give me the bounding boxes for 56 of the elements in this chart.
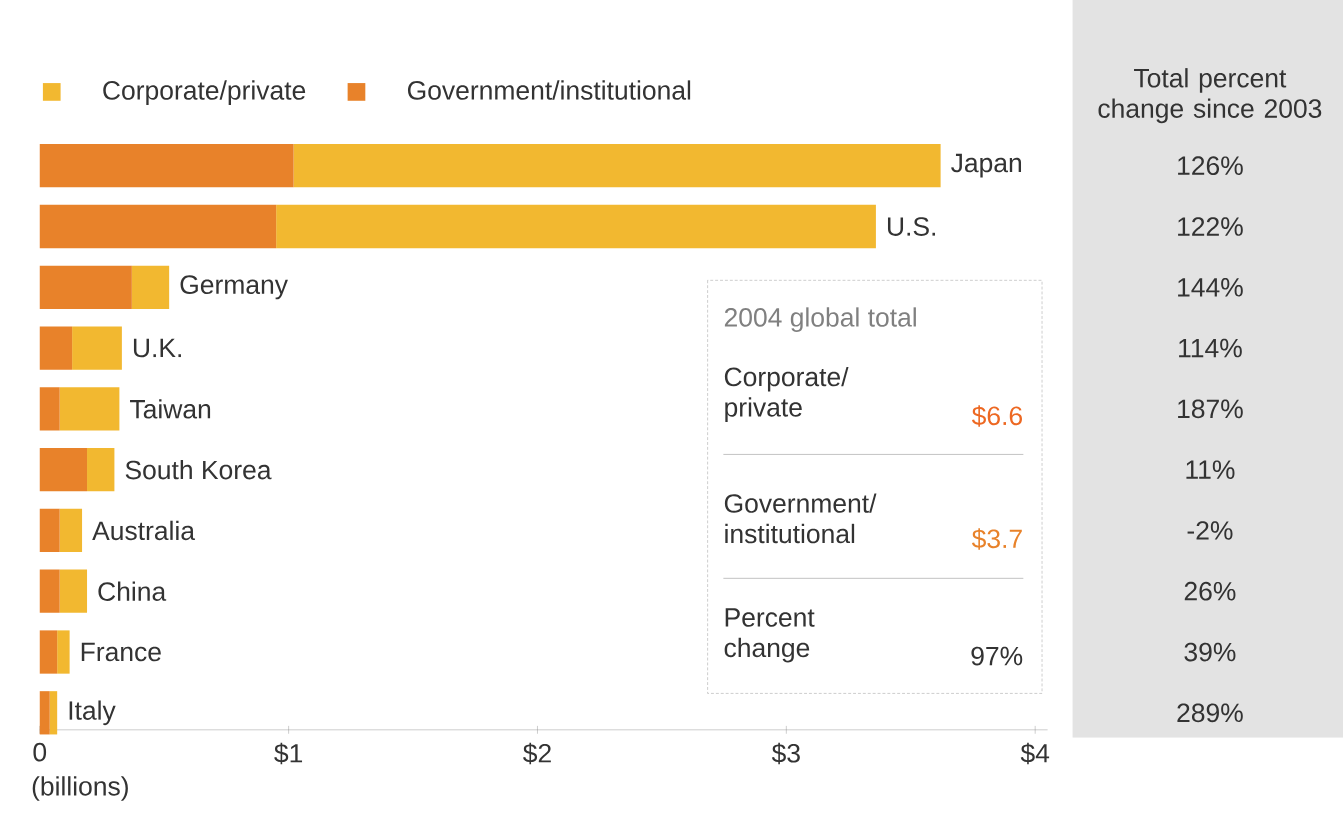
y-tick-label: France <box>81 642 161 662</box>
annotation: Government/ institutional <box>724 493 877 544</box>
text: 289% <box>1177 703 1243 723</box>
x-tick-label: $1 <box>274 742 303 765</box>
annotation: $3.7 <box>971 528 1022 550</box>
bar <box>39 569 60 613</box>
text: 144% <box>1178 277 1243 297</box>
text: Total percent change since 2003 <box>1098 68 1322 124</box>
bar <box>57 630 70 674</box>
bar <box>59 569 88 613</box>
bar <box>39 447 88 492</box>
text: 187% <box>1178 399 1243 419</box>
bar <box>39 326 73 370</box>
y-tick-label: Italy <box>69 700 116 726</box>
x-axis-title: (billions) <box>32 776 128 801</box>
y-tick-label: Australia <box>92 520 196 541</box>
annotation: 97% <box>971 646 1023 666</box>
bar <box>293 144 941 188</box>
bar <box>39 144 294 188</box>
bar <box>39 630 58 674</box>
bar <box>39 508 60 553</box>
bar <box>131 265 170 309</box>
annotation: $6.6 <box>971 405 1022 427</box>
legend-label: Government/institutional <box>407 80 691 100</box>
text: 11% <box>1186 460 1235 479</box>
y-tick-label: Germany <box>180 275 288 300</box>
bar <box>39 265 132 309</box>
x-tick-label: $4 <box>1020 742 1050 765</box>
text: 39% <box>1184 642 1236 662</box>
bar <box>59 508 83 553</box>
text: 114% <box>1179 338 1242 358</box>
bar <box>72 326 122 370</box>
text: 122% <box>1178 217 1243 236</box>
text: -2% <box>1187 521 1233 540</box>
annotation: Corporate/ private <box>724 366 849 422</box>
bar <box>39 204 277 249</box>
bar <box>39 691 50 735</box>
x-tick-label: $3 <box>771 742 800 765</box>
bar <box>39 387 60 431</box>
bar <box>87 447 115 492</box>
y-tick-label: Japan <box>951 153 1022 178</box>
x-tick-label: $2 <box>523 742 551 765</box>
bar <box>49 691 58 735</box>
annotation: Percent change <box>724 608 815 663</box>
bar <box>276 204 876 249</box>
y-tick-label: China <box>98 581 167 601</box>
x-tick-label: 0 <box>33 742 47 762</box>
text: 126% <box>1178 156 1243 176</box>
legend-label: Corporate/private <box>103 80 306 105</box>
text: 26% <box>1184 581 1236 601</box>
annotation: 2004 global total <box>724 307 916 332</box>
bar <box>59 387 120 431</box>
y-tick-label: South Korea <box>125 459 272 480</box>
y-tick-label: Taiwan <box>130 399 211 419</box>
y-tick-label: U.S. <box>887 217 935 236</box>
y-tick-label: U.K. <box>133 338 181 358</box>
